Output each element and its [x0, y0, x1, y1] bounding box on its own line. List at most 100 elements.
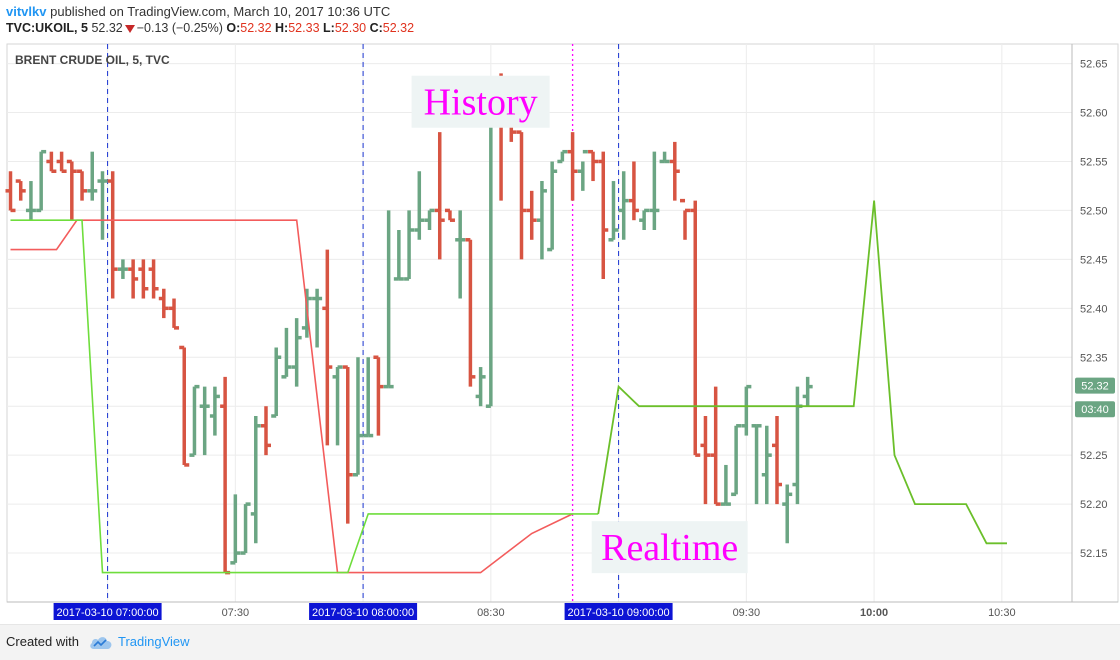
ohlc-bar — [342, 365, 353, 524]
ohlc-bar — [87, 151, 98, 201]
price-tag-label: 52.32 — [1081, 381, 1109, 393]
ohlc-bar — [107, 171, 118, 299]
realtime-label: Realtime — [601, 527, 738, 569]
ohlc-bar — [332, 365, 343, 446]
y-tick-label: 52.55 — [1080, 156, 1108, 168]
y-tick-label: 52.40 — [1080, 303, 1108, 315]
y-tick-label: 52.35 — [1080, 352, 1108, 364]
price-change: −0.13 (−0.25%) — [136, 21, 223, 35]
y-tick-label: 52.50 — [1080, 205, 1108, 217]
annotation-box — [591, 521, 748, 574]
symbol-label[interactable]: TVC:UKOIL, 5 — [6, 21, 88, 35]
ohlc-bar — [434, 132, 445, 260]
tradingview-link[interactable]: TradingView — [118, 634, 190, 649]
y-tick-label: 52.65 — [1080, 59, 1108, 71]
y-tick-label: 52.15 — [1080, 548, 1108, 560]
time-marker-box — [309, 603, 418, 620]
high-label: H: — [275, 21, 289, 35]
author-link[interactable]: vitvlkv — [6, 4, 47, 19]
ohlc-bar — [690, 200, 701, 457]
ohlc-bar — [567, 132, 578, 201]
x-tick-label: 10:00 — [860, 607, 888, 619]
ohlc-bar — [680, 198, 691, 240]
ohlc-bar — [117, 259, 128, 279]
low-label: L: — [323, 21, 335, 35]
price-chart[interactable]: 52.1552.2052.2552.3052.3552.4052.4552.50… — [0, 42, 1120, 624]
ohlc-bar — [772, 416, 782, 505]
footer: Created with TradingView — [0, 624, 1120, 660]
ohlc-bar — [598, 151, 609, 279]
ohlc-bar — [36, 149, 47, 213]
ohlc-bar — [138, 259, 149, 299]
ohlc-bar — [291, 318, 302, 387]
ohlc-bar — [731, 424, 742, 497]
ohlc-bar — [393, 230, 404, 281]
plot-area — [6, 43, 1119, 603]
ohlc-bar — [700, 416, 711, 505]
ohlc-bar — [455, 210, 466, 299]
legend-line: TVC:UKOIL, 5 52.32 −0.13 (−0.25%) O:52.32… — [6, 21, 414, 35]
ohlc-bar — [250, 416, 261, 544]
ohlc-bar — [526, 190, 537, 240]
open-label: O: — [226, 21, 241, 35]
chart-title: BRENT CRUDE OIL, 5, TVC — [15, 53, 170, 67]
price-tag-label: 03:40 — [1081, 404, 1109, 416]
x-tick-label: 2017-03-10 09:00:00 — [568, 607, 670, 619]
close-value: 52.32 — [382, 21, 415, 35]
open-value: 52.32 — [240, 21, 272, 35]
annotation-box — [411, 75, 550, 128]
low-value: 52.30 — [334, 21, 367, 35]
ohlc-bar — [404, 210, 415, 281]
ohlc-bar — [649, 151, 660, 230]
ohlc-bar — [465, 238, 476, 387]
ohlc-bar — [322, 249, 333, 446]
ohlc-bar — [751, 424, 762, 505]
time-marker-box — [53, 603, 162, 620]
time-marker-box — [564, 603, 673, 620]
ohlc-bar — [741, 384, 752, 436]
ohlc-bar — [199, 386, 210, 456]
chart-header: vitvlkv published on TradingView.com, Ma… — [0, 0, 1120, 42]
ohlc-bar — [15, 179, 26, 201]
high-value: 52.33 — [288, 21, 320, 35]
ohlc-bar — [46, 151, 57, 174]
x-tick-label: 07:30 — [222, 607, 250, 619]
ohlc-bar — [261, 406, 271, 456]
ohlc-bar — [577, 149, 588, 191]
y-tick-label: 52.45 — [1080, 254, 1108, 266]
ohlc-bar — [240, 502, 251, 555]
ohlc-bar — [281, 327, 292, 379]
published-text: published on TradingView.com, March 10, … — [50, 4, 391, 19]
ohlc-bar — [802, 376, 813, 407]
ohlc-bar — [608, 181, 619, 242]
ohlc-bar — [444, 208, 455, 222]
ohlc-bar — [516, 130, 527, 260]
ohlc-bar — [639, 208, 650, 230]
ohlc-bar — [66, 159, 77, 221]
ohlc-bar — [169, 298, 180, 330]
ohlc-bar — [720, 464, 731, 506]
ohlc-bar — [782, 484, 793, 544]
history-label: History — [424, 82, 538, 124]
close-label: C: — [369, 21, 383, 35]
ohlc-bar — [148, 259, 159, 299]
ohlc-bar — [475, 367, 486, 407]
ohlc-bar — [56, 151, 67, 174]
ohlc-bar — [659, 151, 670, 164]
ohlc-bar — [230, 494, 241, 565]
publish-line: vitvlkv published on TradingView.com, Ma… — [6, 4, 390, 19]
ohlc-bar — [669, 141, 680, 201]
ohlc-bar — [424, 208, 435, 230]
ohlc-bar — [271, 347, 282, 418]
realtime-line-late — [597, 200, 1007, 545]
x-tick-label: 2017-03-10 08:00:00 — [312, 607, 414, 619]
ohlc-bar — [209, 386, 220, 436]
ohlc-bar — [128, 259, 139, 299]
ohlc-bar — [761, 425, 772, 505]
ohlc-bar — [588, 149, 599, 182]
ohlc-bar — [77, 169, 88, 201]
ohlc-bar — [5, 171, 16, 213]
ohlc-bar — [179, 345, 190, 467]
ohlc-bar — [352, 357, 363, 477]
realtime-line — [10, 219, 599, 574]
